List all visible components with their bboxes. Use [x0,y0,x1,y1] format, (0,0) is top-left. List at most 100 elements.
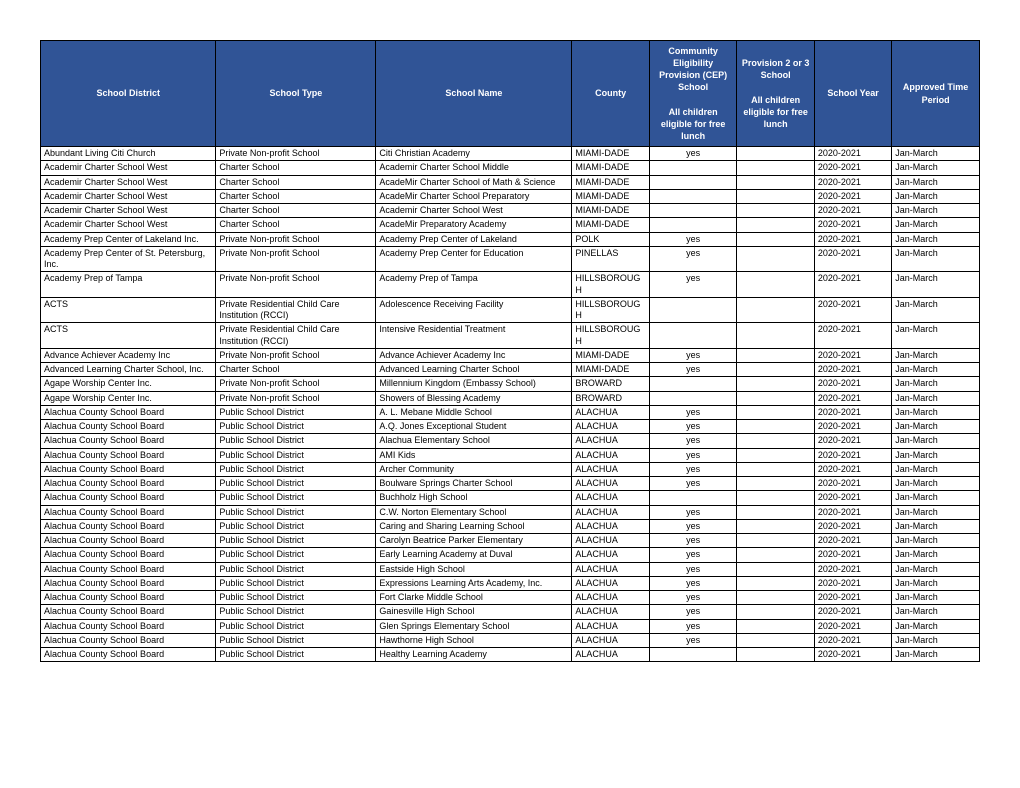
table-row: Alachua County School BoardPublic School… [41,519,980,533]
cell: Jan-March [892,434,980,448]
table-head: School DistrictSchool TypeSchool NameCou… [41,41,980,147]
cell: Public School District [216,591,376,605]
cell: 2020-2021 [814,462,891,476]
cell: Alachua County School Board [41,633,216,647]
cell: Jan-March [892,175,980,189]
cell: Jan-March [892,297,980,323]
cell: Jan-March [892,534,980,548]
cell: Public School District [216,420,376,434]
cell: Hawthorne High School [376,633,572,647]
cell: Jan-March [892,246,980,272]
cell: Jan-March [892,377,980,391]
cell: Jan-March [892,272,980,298]
cell: 2020-2021 [814,648,891,662]
cell [737,272,814,298]
cell: AMI Kids [376,448,572,462]
cell [649,491,737,505]
cell [737,175,814,189]
cell: Jan-March [892,420,980,434]
cell: Abundant Living Citi Church [41,147,216,161]
cell: Academy Prep of Tampa [376,272,572,298]
cell: BROWARD [572,391,649,405]
cell [737,505,814,519]
cell: Public School District [216,434,376,448]
cell: yes [649,232,737,246]
cell: 2020-2021 [814,477,891,491]
cell: Jan-March [892,405,980,419]
cell [649,297,737,323]
cell: C.W. Norton Elementary School [376,505,572,519]
cell: Fort Clarke Middle School [376,591,572,605]
cell: 2020-2021 [814,591,891,605]
cell: 2020-2021 [814,434,891,448]
cell: Private Non-profit School [216,232,376,246]
cell: Alachua County School Board [41,505,216,519]
cell: yes [649,591,737,605]
col-header-7: Approved Time Period [892,41,980,147]
cell [737,232,814,246]
cell: Alachua County School Board [41,605,216,619]
cell: Advance Achiever Academy Inc [41,348,216,362]
cell: Alachua Elementary School [376,434,572,448]
cell: Public School District [216,534,376,548]
cell: Public School District [216,562,376,576]
cell: Alachua County School Board [41,591,216,605]
cell: Private Non-profit School [216,246,376,272]
cell: MIAMI-DADE [572,363,649,377]
cell: Academy Prep Center of St. Petersburg, I… [41,246,216,272]
cell [737,491,814,505]
cell: 2020-2021 [814,218,891,232]
cell: Jan-March [892,161,980,175]
cell: ALACHUA [572,648,649,662]
table-row: Alachua County School BoardPublic School… [41,491,980,505]
cell: Private Residential Child Care Instituti… [216,323,376,349]
cell: 2020-2021 [814,576,891,590]
cell: 2020-2021 [814,548,891,562]
cell: Charter School [216,204,376,218]
cell: 2020-2021 [814,161,891,175]
cell: Advanced Learning Charter School, Inc. [41,363,216,377]
cell: Jan-March [892,147,980,161]
cell [737,246,814,272]
cell [649,323,737,349]
cell: Public School District [216,576,376,590]
cell: Academir Charter School West [41,161,216,175]
table-row: Agape Worship Center Inc.Private Non-pro… [41,377,980,391]
cell: Public School District [216,477,376,491]
table-body: Abundant Living Citi Church Private Non-p… [41,147,980,662]
cell [737,348,814,362]
cell: 2020-2021 [814,534,891,548]
cell: 2020-2021 [814,232,891,246]
cell: yes [649,448,737,462]
cell: Public School District [216,462,376,476]
cell [737,204,814,218]
cell: Jan-March [892,232,980,246]
cell: Charter School [216,161,376,175]
cell: 2020-2021 [814,246,891,272]
cell: 2020-2021 [814,175,891,189]
cell: Private Non-profit School [216,391,376,405]
cell [737,633,814,647]
cell [737,477,814,491]
table-row: ACTSPrivate Residential Child Care Insti… [41,297,980,323]
cell [737,448,814,462]
cell: Millennium Kingdom (Embassy School) [376,377,572,391]
cell: Alachua County School Board [41,534,216,548]
cell: Alachua County School Board [41,548,216,562]
cell [649,218,737,232]
table-row: Alachua County School BoardPublic School… [41,405,980,419]
cell: yes [649,363,737,377]
cell: Jan-March [892,448,980,462]
cell [737,147,814,161]
cell: Alachua County School Board [41,434,216,448]
cell: Jan-March [892,633,980,647]
schools-table: School DistrictSchool TypeSchool NameCou… [40,40,980,662]
cell: Charter School [216,363,376,377]
cell: yes [649,462,737,476]
cell: 2020-2021 [814,363,891,377]
table-row: Alachua County School BoardPublic School… [41,605,980,619]
cell [737,648,814,662]
cell: Jan-March [892,218,980,232]
cell: Alachua County School Board [41,491,216,505]
cell: Jan-March [892,505,980,519]
